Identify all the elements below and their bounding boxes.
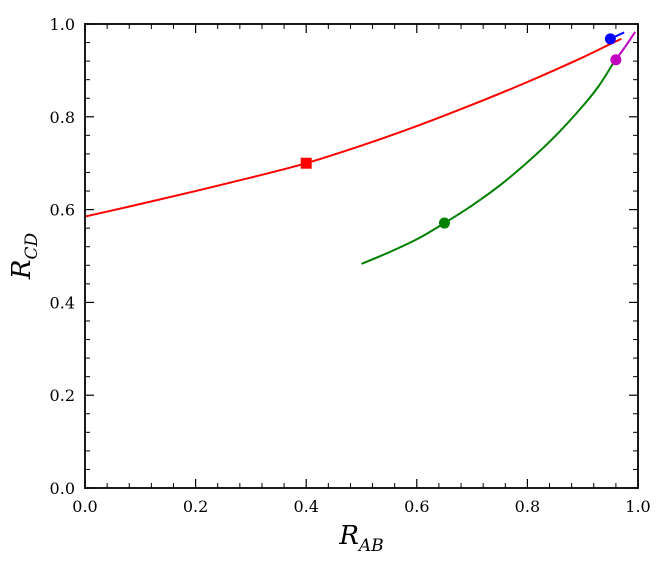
x-tick-label: 0.4 [293,497,318,516]
label-layer: RAB RCD [7,233,384,556]
y-tick-label: 0.2 [50,386,75,405]
x-tick-label: 1.0 [625,497,650,516]
y-tick-label: 1.0 [50,15,75,34]
data-point-marker-4 [610,54,622,66]
data-point-marker-3 [604,33,616,45]
x-axis-label: RAB [338,521,383,556]
y-axis-label: RCD [7,233,42,281]
x-tick-label: 0.2 [183,497,208,516]
series-layer [84,31,637,265]
data-point-marker-1 [300,157,312,169]
x-tick-label: 0.0 [72,497,97,516]
y-tick-label: 0.4 [50,293,75,312]
y-tick-label: 0.6 [50,201,75,220]
series-line-2 [361,62,614,265]
tick-layer: 0.0 0.2 0.4 0.6 0.8 1.0 0.0 0.2 0.4 0.6 0.8 1.0 [50,15,651,516]
data-point-marker-2 [438,217,450,229]
plot-frame [84,23,639,489]
marker-layer [300,33,622,229]
series-line-1 [84,37,622,218]
x-tick-label: 0.6 [404,497,429,516]
y-tick-label: 0.8 [50,108,75,127]
x-tick-label: 0.8 [515,497,540,516]
y-tick-label: 0.0 [50,479,75,498]
